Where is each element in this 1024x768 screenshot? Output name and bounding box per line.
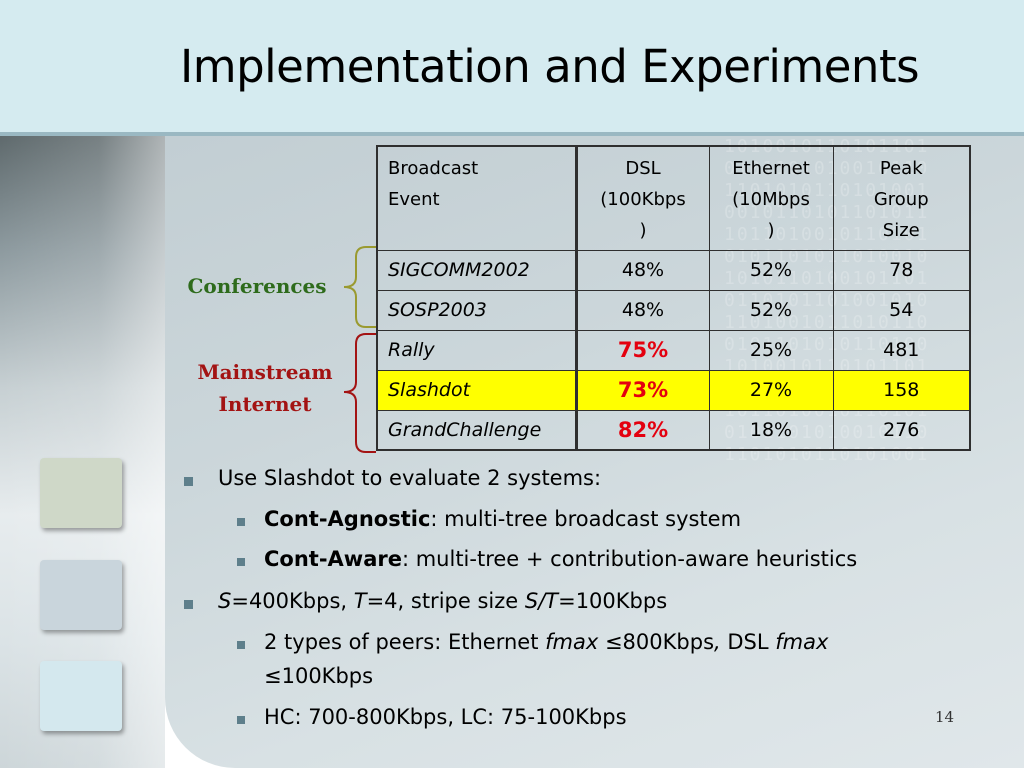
header-peak-line1: Peak	[879, 158, 923, 179]
slide-title: Implementation and Experiments	[180, 40, 920, 93]
header-eth-line3: )	[767, 220, 775, 241]
conferences-brace	[343, 246, 376, 328]
header-dsl: DSL (100Kbps )	[575, 145, 710, 251]
table-row: GrandChallenge 82% 18% 276	[376, 409, 971, 451]
table-row-highlighted: Slashdot 73% 27% 158	[376, 369, 971, 411]
event-cell: Slashdot	[376, 369, 578, 411]
dsl-cell: 48%	[575, 289, 710, 331]
bullet-text: =4, stripe size	[366, 589, 525, 613]
broadcast-events-table: Broadcast Event DSL (100Kbps ) Ethernet …	[376, 145, 971, 451]
peak-cell: 54	[832, 289, 971, 331]
bullet-text: DSL	[720, 630, 776, 654]
table-header-row: Broadcast Event DSL (100Kbps ) Ethernet …	[376, 145, 971, 251]
bullet-bold-term: Cont-Aware	[264, 547, 402, 571]
bullet-item: HC: 700-800Kbps, LC: 75-100Kbps	[264, 705, 627, 729]
decorative-swatch-gray	[40, 560, 122, 630]
page-number: 14	[935, 708, 955, 726]
ethernet-cell: 52%	[708, 249, 834, 291]
header-dsl-line2: (100Kbps	[600, 189, 686, 210]
bullet-italic: fmax	[775, 630, 829, 654]
bullet-text: ≤100Kbps	[264, 664, 374, 688]
bullet-square-icon	[184, 600, 193, 609]
table-row: Rally 75% 25% 481	[376, 329, 971, 371]
bullet-italic: fmax	[545, 630, 599, 654]
bullet-item: S=400Kbps, T=4, stripe size S/T=100Kbps	[218, 589, 667, 613]
peak-cell: 276	[832, 409, 971, 451]
bullet-text: ≤800Kbps	[598, 630, 715, 654]
bullet-text: 2 types of peers: Ethernet	[264, 630, 546, 654]
mainstream-internet-label: Mainstream Internet	[175, 356, 355, 420]
event-cell: SIGCOMM2002	[376, 249, 578, 291]
bullet-square-icon	[237, 558, 245, 566]
event-cell: Rally	[376, 329, 578, 371]
bullet-bold-term: Cont-Agnostic	[264, 507, 431, 531]
conferences-label: Conferences	[187, 274, 327, 298]
decorative-swatch-green	[40, 458, 122, 528]
dsl-cell-emphasized: 82%	[575, 409, 710, 451]
peak-cell: 481	[832, 329, 971, 371]
bullet-item-continuation: ≤100Kbps	[264, 664, 373, 688]
bullet-square-icon	[237, 518, 245, 526]
table-row: SIGCOMM2002 48% 52% 78	[376, 249, 971, 291]
bullet-item: Cont-Agnostic: multi-tree broadcast syst…	[264, 507, 741, 531]
dsl-cell-emphasized: 73%	[575, 369, 710, 411]
mainstream-label-line1: Mainstream	[197, 360, 333, 384]
bullet-text: : multi-tree broadcast system	[430, 507, 742, 531]
mainstream-label-line2: Internet	[218, 392, 312, 416]
bullet-item: Use Slashdot to evaluate 2 systems:	[218, 466, 601, 490]
bullet-italic: ,	[714, 630, 721, 654]
bullet-text: Use Slashdot to evaluate 2 systems:	[218, 466, 602, 490]
bullet-italic: S	[218, 589, 232, 613]
header-peak-line2: Group	[873, 189, 929, 210]
mainstream-brace	[343, 333, 376, 453]
bullet-item: Cont-Aware: multi-tree + contribution-aw…	[264, 547, 857, 571]
dsl-cell-emphasized: 75%	[575, 329, 710, 371]
ethernet-cell: 52%	[708, 289, 834, 331]
peak-cell: 78	[832, 249, 971, 291]
bullet-text: =100Kbps	[558, 589, 668, 613]
header-dsl-line3: )	[639, 220, 647, 241]
header-peak-line3: Size	[882, 220, 920, 241]
decorative-swatch-blue	[40, 661, 122, 731]
event-cell: GrandChallenge	[376, 409, 578, 451]
header-ethernet: Ethernet (10Mbps )	[708, 145, 834, 251]
bullet-text: : multi-tree + contribution-aware heuris…	[401, 547, 858, 571]
ethernet-cell: 27%	[708, 369, 834, 411]
bullet-square-icon	[237, 641, 245, 649]
title-band: Implementation and Experiments	[0, 0, 1024, 136]
header-dsl-line1: DSL	[625, 158, 661, 179]
header-event-line2: Event	[388, 189, 440, 210]
header-broadcast-event: Broadcast Event	[376, 145, 578, 251]
table-row: SOSP2003 48% 52% 54	[376, 289, 971, 331]
header-event-line1: Broadcast	[388, 158, 479, 179]
bullet-text: HC: 700-800Kbps, LC: 75-100Kbps	[264, 705, 627, 729]
peak-cell: 158	[832, 369, 971, 411]
header-peak-group-size: Peak Group Size	[832, 145, 971, 251]
bullet-item: 2 types of peers: Ethernet fmax ≤800Kbps…	[264, 630, 828, 654]
header-eth-line1: Ethernet	[732, 158, 810, 179]
event-cell: SOSP2003	[376, 289, 578, 331]
bullet-italic: S/T	[524, 589, 559, 613]
ethernet-cell: 18%	[708, 409, 834, 451]
ethernet-cell: 25%	[708, 329, 834, 371]
bullet-square-icon	[184, 477, 193, 486]
bullet-text: =400Kbps,	[231, 589, 354, 613]
dsl-cell: 48%	[575, 249, 710, 291]
bullet-italic: T	[353, 589, 367, 613]
header-eth-line2: (10Mbps	[732, 189, 810, 210]
bullet-square-icon	[237, 716, 245, 724]
